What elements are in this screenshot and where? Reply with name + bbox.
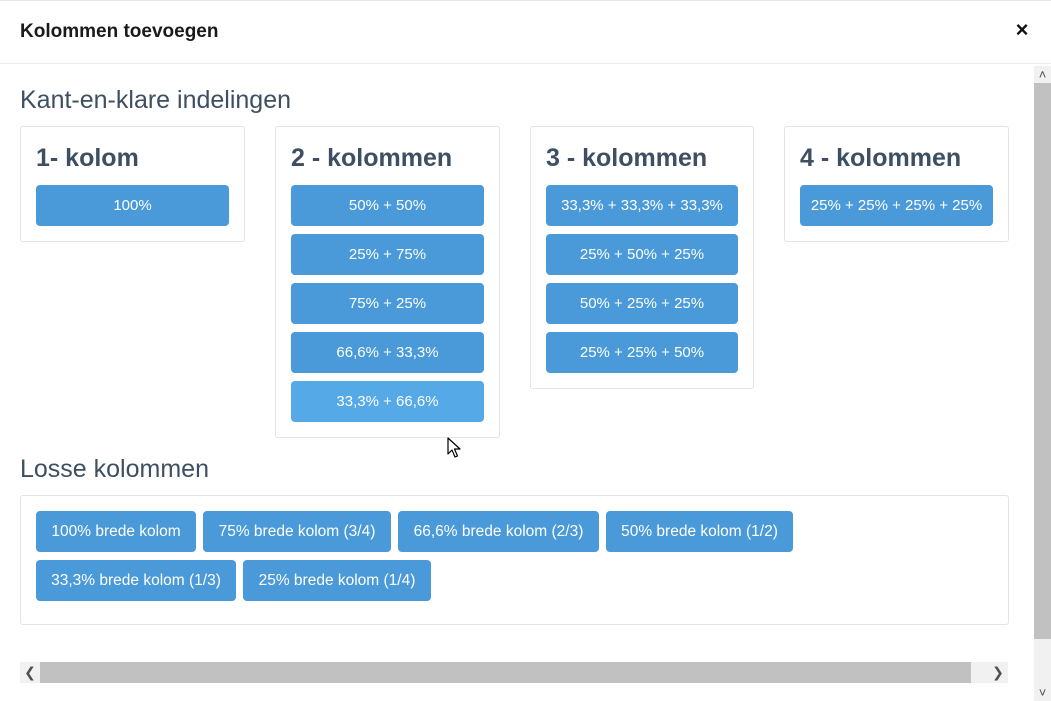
preset-card-title: 1- kolom bbox=[36, 144, 139, 172]
close-icon[interactable]: × bbox=[1015, 17, 1029, 42]
column-button-66[interactable]: 66,6% brede kolom (2/3) bbox=[398, 511, 599, 552]
layout-option-50-50[interactable]: 50% + 50% bbox=[291, 185, 484, 226]
vertical-scroll-thumb[interactable] bbox=[1034, 83, 1051, 639]
modal-header: Kolommen toevoegen × bbox=[0, 0, 1051, 64]
scroll-up-icon[interactable]: ˄ bbox=[1038, 67, 1047, 82]
column-button-25[interactable]: 25% brede kolom (1/4) bbox=[243, 560, 431, 601]
preset-card-title: 2 - kolommen bbox=[291, 144, 453, 172]
horizontal-scroll-thumb[interactable] bbox=[40, 662, 971, 683]
layout-option-33-33-33[interactable]: 33,3% + 33,3% + 33,3% bbox=[546, 185, 738, 226]
layout-option-25-75[interactable]: 25% + 75% bbox=[291, 234, 484, 275]
preset-card-1-column: 1- kolom 100% bbox=[20, 126, 245, 242]
loose-columns-card: 100% brede kolom 75% brede kolom (3/4) 6… bbox=[20, 495, 1009, 625]
mouse-cursor-icon bbox=[447, 437, 461, 458]
layout-option-75-25[interactable]: 75% + 25% bbox=[291, 283, 484, 324]
layout-option-66-33[interactable]: 66,6% + 33,3% bbox=[291, 332, 484, 373]
preset-card-3-columns: 3 - kolommen 33,3% + 33,3% + 33,3% 25% +… bbox=[530, 126, 754, 389]
layout-option-100[interactable]: 100% bbox=[36, 185, 229, 226]
column-button-50[interactable]: 50% brede kolom (1/2) bbox=[606, 511, 793, 552]
layout-option-50-25-25[interactable]: 50% + 25% + 25% bbox=[546, 283, 738, 324]
horizontal-scrollbar[interactable]: ❮ ❯ bbox=[20, 662, 1008, 683]
layout-option-33-66[interactable]: 33,3% + 66,6% bbox=[291, 381, 484, 422]
layout-option-25-25-25-25[interactable]: 25% + 25% + 25% + 25% bbox=[800, 185, 993, 226]
presets-heading: Kant-en-klare indelingen bbox=[20, 86, 292, 114]
layout-option-25-25-50[interactable]: 25% + 25% + 50% bbox=[546, 332, 738, 373]
preset-card-title: 4 - kolommen bbox=[800, 144, 962, 172]
preset-card-title: 3 - kolommen bbox=[546, 144, 708, 172]
column-button-100[interactable]: 100% brede kolom bbox=[36, 511, 196, 552]
loose-columns-heading: Losse kolommen bbox=[20, 455, 209, 483]
modal-title: Kolommen toevoegen bbox=[20, 21, 219, 42]
preset-card-4-columns: 4 - kolommen 25% + 25% + 25% + 25% bbox=[784, 126, 1009, 242]
column-button-33[interactable]: 33,3% brede kolom (1/3) bbox=[36, 560, 236, 601]
preset-card-2-columns: 2 - kolommen 50% + 50% 25% + 75% 75% + 2… bbox=[275, 126, 500, 438]
scroll-left-icon[interactable]: ❮ bbox=[24, 664, 36, 680]
vertical-scrollbar[interactable]: ˄ ˅ bbox=[1034, 66, 1051, 701]
scroll-down-icon[interactable]: ˅ bbox=[1038, 685, 1047, 700]
scroll-right-icon[interactable]: ❯ bbox=[992, 664, 1004, 680]
layout-option-25-50-25[interactable]: 25% + 50% + 25% bbox=[546, 234, 738, 275]
column-button-75[interactable]: 75% brede kolom (3/4) bbox=[203, 511, 391, 552]
